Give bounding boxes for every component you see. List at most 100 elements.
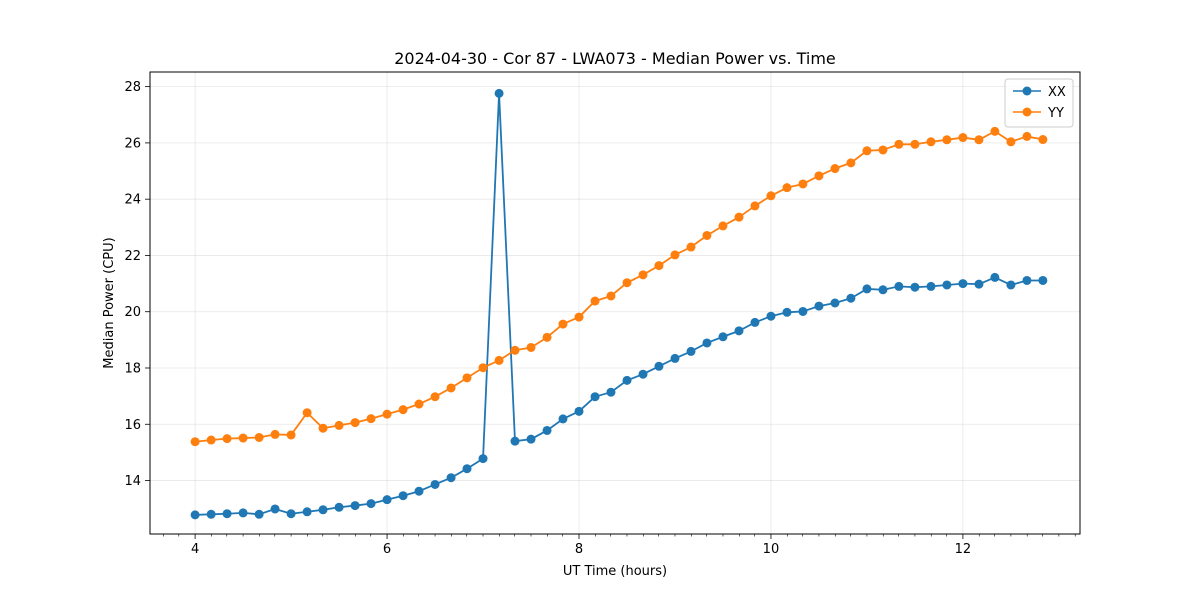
data-point-xx xyxy=(1038,275,1048,285)
data-point-yy xyxy=(222,434,232,444)
data-point-yy xyxy=(462,373,472,383)
legend-marker-xx xyxy=(1022,86,1032,96)
data-point-xx xyxy=(926,281,936,291)
data-point-yy xyxy=(974,135,984,145)
data-point-yy xyxy=(318,423,328,433)
data-point-xx xyxy=(398,491,408,501)
data-point-yy xyxy=(926,137,936,147)
series-yy xyxy=(190,126,1048,447)
data-point-xx xyxy=(574,406,584,416)
data-point-yy xyxy=(206,435,216,445)
data-point-xx xyxy=(846,293,856,303)
legend-label-xx: XX xyxy=(1048,85,1066,100)
data-point-yy xyxy=(526,342,536,352)
x-tick-label: 12 xyxy=(955,542,972,557)
data-point-yy xyxy=(190,437,200,447)
data-point-xx xyxy=(638,369,648,379)
data-point-yy xyxy=(878,145,888,155)
data-point-xx xyxy=(542,425,552,435)
y-axis-label: Median Power (CPU) xyxy=(102,237,117,368)
legend-label-yy: YY xyxy=(1047,106,1064,121)
x-tick-label: 6 xyxy=(383,542,391,557)
data-point-yy xyxy=(782,183,792,193)
y-tick-label: 26 xyxy=(124,136,141,151)
data-point-yy xyxy=(622,278,632,288)
data-point-yy xyxy=(510,345,520,355)
data-point-yy xyxy=(270,429,280,439)
data-point-yy xyxy=(830,164,840,174)
data-point-yy xyxy=(558,319,568,329)
data-point-yy xyxy=(302,408,312,418)
data-point-xx xyxy=(190,510,200,520)
data-point-xx xyxy=(1006,280,1016,290)
data-point-xx xyxy=(830,298,840,308)
data-point-xx xyxy=(654,361,664,371)
data-point-xx xyxy=(558,414,568,424)
data-point-xx xyxy=(478,454,488,464)
data-point-xx xyxy=(254,509,264,519)
x-axis-label: UT Time (hours) xyxy=(563,564,667,579)
data-point-xx xyxy=(222,509,232,519)
data-point-yy xyxy=(350,418,360,428)
data-point-yy xyxy=(382,409,392,419)
data-point-yy xyxy=(654,261,664,271)
data-point-yy xyxy=(334,420,344,430)
data-point-yy xyxy=(862,146,872,156)
x-tick-label: 8 xyxy=(575,542,583,557)
data-point-yy xyxy=(366,414,376,424)
data-point-yy xyxy=(254,432,264,442)
data-point-yy xyxy=(574,312,584,322)
chart-title: 2024-04-30 - Cor 87 - LWA073 - Median Po… xyxy=(394,49,836,68)
data-point-yy xyxy=(494,355,504,365)
data-point-yy xyxy=(430,392,440,402)
y-tick-label: 18 xyxy=(124,361,141,376)
data-point-xx xyxy=(622,375,632,385)
data-point-xx xyxy=(1022,275,1032,285)
data-point-xx xyxy=(414,486,424,496)
data-point-xx xyxy=(334,502,344,512)
data-point-xx xyxy=(974,279,984,289)
data-point-yy xyxy=(446,383,456,393)
data-point-yy xyxy=(766,191,776,201)
data-point-yy xyxy=(478,363,488,373)
y-tick-label: 28 xyxy=(124,80,141,95)
data-point-yy xyxy=(606,291,616,301)
y-axis-ticks: 14 16 18 20 22 24 26 28 xyxy=(124,80,150,489)
data-point-yy xyxy=(702,230,712,240)
data-point-xx xyxy=(702,338,712,348)
data-point-yy xyxy=(638,270,648,280)
data-point-xx xyxy=(510,436,520,446)
data-point-xx xyxy=(446,473,456,483)
data-point-xx xyxy=(590,392,600,402)
data-point-yy xyxy=(718,221,728,231)
data-point-xx xyxy=(606,387,616,397)
data-point-yy xyxy=(958,133,968,143)
data-point-xx xyxy=(206,509,216,519)
legend-marker-yy xyxy=(1022,107,1032,117)
data-point-yy xyxy=(814,171,824,181)
data-point-xx xyxy=(958,279,968,289)
data-point-yy xyxy=(1038,135,1048,145)
data-point-xx xyxy=(526,434,536,444)
data-point-yy xyxy=(670,250,680,260)
data-point-xx xyxy=(766,311,776,321)
data-point-yy xyxy=(750,201,760,211)
legend: XX YY xyxy=(1004,78,1074,128)
data-point-yy xyxy=(686,242,696,252)
y-tick-label: 22 xyxy=(124,249,141,264)
data-point-xx xyxy=(382,495,392,505)
x-tick-label: 4 xyxy=(191,542,199,557)
data-point-xx xyxy=(366,499,376,509)
y-tick-label: 14 xyxy=(124,474,141,489)
data-point-xx xyxy=(494,88,504,98)
data-point-yy xyxy=(990,126,1000,136)
data-point-xx xyxy=(430,479,440,489)
data-point-yy xyxy=(542,332,552,342)
data-point-xx xyxy=(878,285,888,295)
y-tick-label: 16 xyxy=(124,418,141,433)
data-point-xx xyxy=(798,306,808,316)
x-tick-label: 10 xyxy=(763,542,780,557)
data-point-yy xyxy=(590,296,600,306)
data-point-xx xyxy=(942,280,952,290)
